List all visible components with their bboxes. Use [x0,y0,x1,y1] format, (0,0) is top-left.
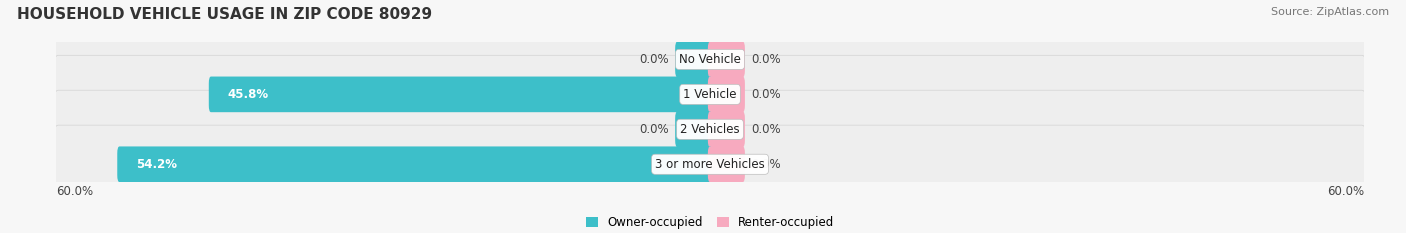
Legend: Owner-occupied, Renter-occupied: Owner-occupied, Renter-occupied [586,216,834,229]
FancyBboxPatch shape [117,147,713,182]
Text: 60.0%: 60.0% [1327,185,1364,198]
FancyBboxPatch shape [707,112,745,147]
FancyBboxPatch shape [675,112,713,147]
Text: 1 Vehicle: 1 Vehicle [683,88,737,101]
Text: 60.0%: 60.0% [56,185,93,198]
Text: Source: ZipAtlas.com: Source: ZipAtlas.com [1271,7,1389,17]
Text: 0.0%: 0.0% [751,123,782,136]
FancyBboxPatch shape [53,55,1367,134]
Text: 45.8%: 45.8% [228,88,269,101]
FancyBboxPatch shape [53,125,1367,203]
FancyBboxPatch shape [707,147,745,182]
FancyBboxPatch shape [707,42,745,77]
FancyBboxPatch shape [208,76,713,112]
Text: 0.0%: 0.0% [751,88,782,101]
Text: 2 Vehicles: 2 Vehicles [681,123,740,136]
Text: 0.0%: 0.0% [751,158,782,171]
Text: No Vehicle: No Vehicle [679,53,741,66]
FancyBboxPatch shape [675,42,713,77]
Text: 0.0%: 0.0% [638,53,669,66]
FancyBboxPatch shape [53,20,1367,99]
Text: HOUSEHOLD VEHICLE USAGE IN ZIP CODE 80929: HOUSEHOLD VEHICLE USAGE IN ZIP CODE 8092… [17,7,432,22]
Text: 0.0%: 0.0% [638,123,669,136]
FancyBboxPatch shape [53,90,1367,168]
Text: 54.2%: 54.2% [136,158,177,171]
Text: 0.0%: 0.0% [751,53,782,66]
FancyBboxPatch shape [707,76,745,112]
Text: 3 or more Vehicles: 3 or more Vehicles [655,158,765,171]
